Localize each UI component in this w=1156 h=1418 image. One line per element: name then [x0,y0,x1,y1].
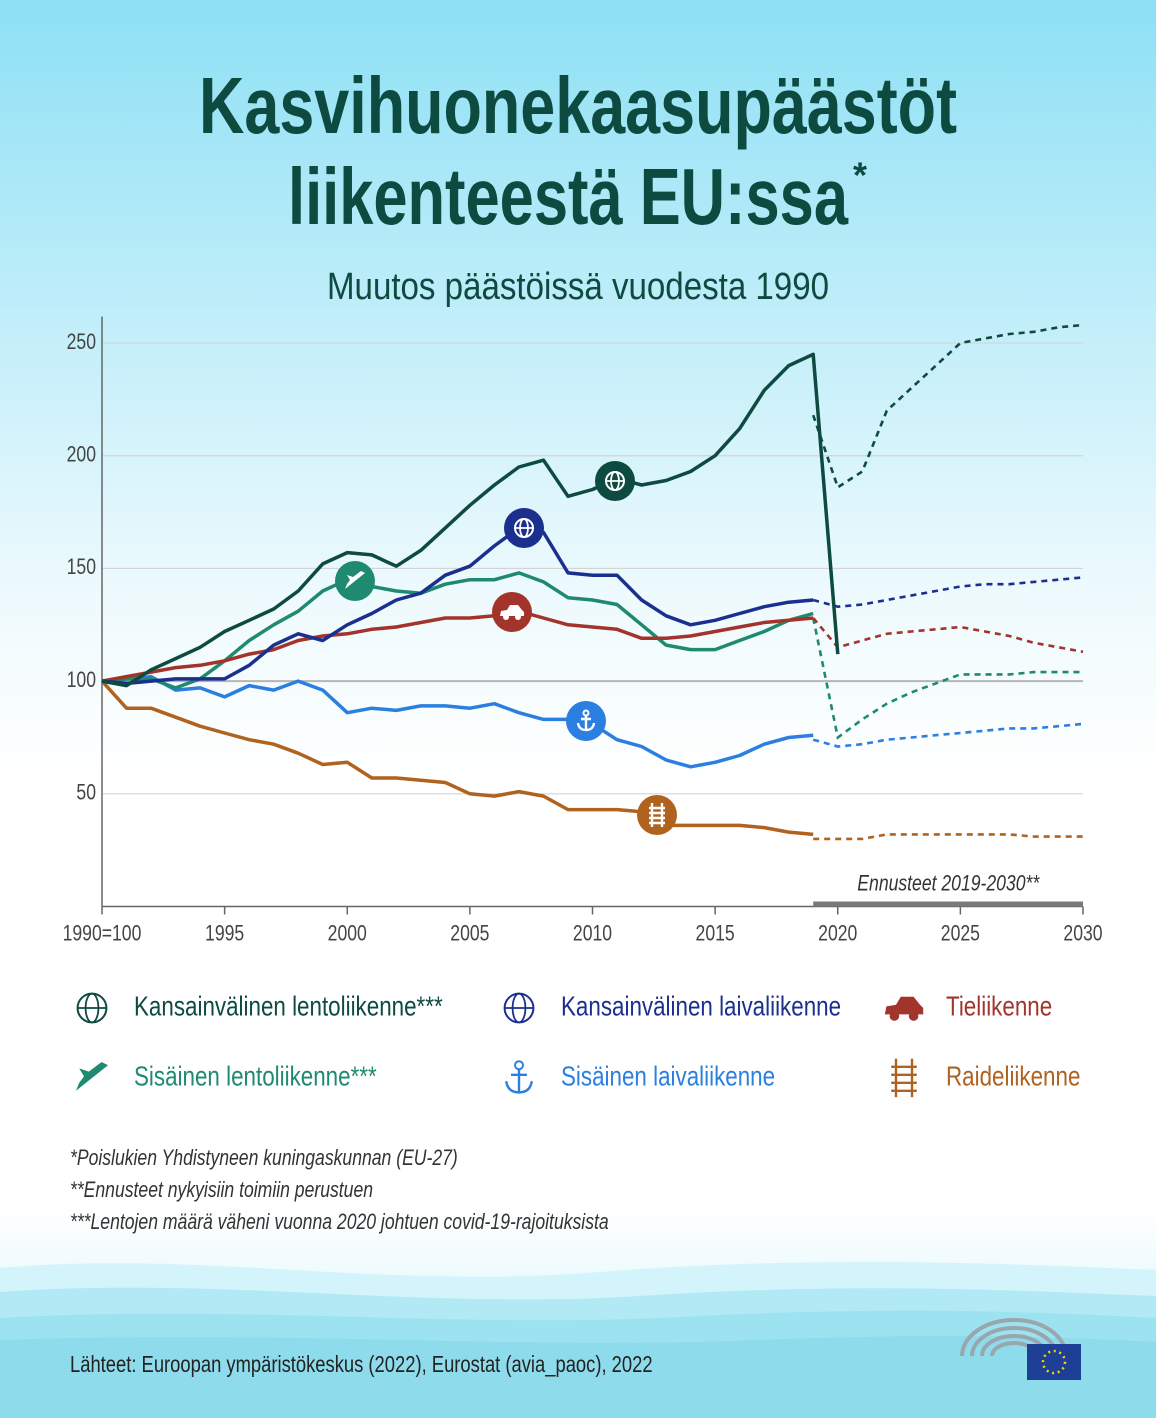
line-badge [492,592,532,632]
x-tick-label: 2025 [941,922,980,946]
line-badge [595,461,635,501]
legend-label: Kansainvälinen lentoliikenne*** [134,991,443,1022]
legend-item: Sisäinen lentoliikenne*** [76,1061,377,1092]
legend-label: Tieliikenne [946,991,1052,1022]
series-line [101,674,814,769]
x-tick-label: 2015 [696,922,735,946]
x-tick-label: 2030 [1063,922,1102,946]
y-tick-label: 150 [67,555,96,579]
icon-shape [500,605,524,616]
icon-shape [576,716,596,732]
forecast-bar [813,901,1083,907]
x-tick-label: 2010 [573,922,612,946]
legend-item: Tieliikenne [884,991,1052,1022]
legend-label: Kansainvälinen laivaliikenne [561,991,841,1022]
projection-line [812,617,1084,654]
projection-line [812,576,1084,609]
icon-shape [505,1070,533,1094]
chart-title: liikenteestä EU:ssa [288,152,848,241]
waves [0,1261,1156,1418]
legend-item: Kansainvälinen laivaliikenne [503,991,841,1024]
series-line [101,571,814,690]
line-badge [637,795,677,835]
icon-shape [889,1011,900,1021]
icon-shape [649,803,665,827]
icon-shape [582,709,590,717]
legend-item: Kansainvälinen lentoliikenne*** [76,991,443,1024]
x-tick-label: 2000 [328,922,367,946]
legend-label: Sisäinen lentoliikenne*** [134,1061,377,1092]
line-badge [335,561,375,601]
icon-shape [345,571,365,589]
legend-item: Raideliikenne [891,1058,1080,1098]
source: Lähteet: Euroopan ympäristökeskus (2022)… [70,1352,653,1377]
legend-item: Sisäinen laivaliikenne [505,1060,775,1094]
icon-shape [514,1060,524,1071]
projection-line [812,722,1084,748]
series-line [100,679,814,837]
series-line [101,352,840,688]
projection-line [811,617,1083,740]
title-mark: * [853,155,867,196]
icon-shape [515,614,521,620]
x-tick-label: 2020 [818,922,857,946]
projection-line [813,833,1083,841]
icon-shape [884,996,924,1015]
icon-shape [76,1062,108,1091]
series-line [101,526,814,686]
x-tick-label: 2005 [450,922,489,946]
line-badge [566,701,606,741]
line-badge [504,508,544,548]
icon-shape [503,614,509,620]
chart-subtitle: Muutos päästöissä vuodesta 1990 [327,266,829,308]
x-tick-label: 1995 [205,922,244,946]
legend-label: Sisäinen laivaliikenne [561,1061,775,1092]
projection-line [811,323,1084,490]
plot-area: 50 100 150 200 250 1990=100 1995 2000 2005 2010 20… [63,316,1103,946]
y-tick-label: 50 [76,781,96,805]
footnote: *Poislukien Yhdistyneen kuningaskunnan (… [70,1146,458,1170]
x-tick-label: 1990=100 [63,922,142,946]
footnote: ***Lentojen määrä väheni vuonna 2020 joh… [70,1210,609,1234]
ep-logo [960,1318,1081,1380]
chart-title: Kasvihuonekaasupäästöt [199,61,957,150]
footnote: **Ennusteet nykyisiin toimiin perustuen [70,1178,373,1202]
icon-shape [891,1058,917,1098]
legend: Kansainvälinen lentoliikenne*** Kansainvä… [76,991,1080,1098]
notes: *Poislukien Yhdistyneen kuningaskunnan (… [70,1146,609,1234]
y-tick-label: 100 [67,668,96,692]
badge-circle [637,795,677,835]
series-line [101,609,814,683]
y-tick-label: 200 [67,443,96,467]
icon-shape [908,1011,919,1021]
legend-label: Raideliikenne [946,1061,1080,1092]
forecast-label: Ennusteet 2019-2030** [857,872,1040,896]
y-tick-label: 250 [67,330,96,354]
